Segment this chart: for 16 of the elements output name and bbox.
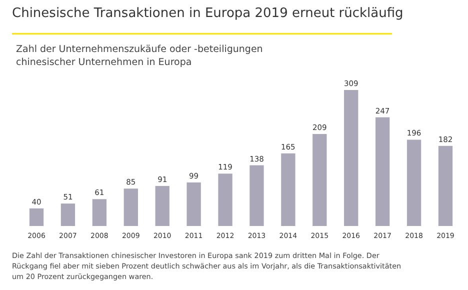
bar bbox=[438, 146, 453, 226]
bar bbox=[186, 182, 201, 226]
bar bbox=[406, 140, 422, 226]
bar bbox=[344, 90, 358, 226]
bar bbox=[250, 165, 264, 226]
bar bbox=[312, 134, 327, 226]
chart-subtitle: Zahl der Unternehmenszukäufe oder -beteiligungen chinesischer Unternehmen in Europa bbox=[16, 44, 263, 68]
bar bbox=[218, 174, 232, 226]
bar bbox=[60, 204, 76, 226]
chart-title: Chinesische Transaktionen in Europa 2019 erneut rückläufig bbox=[12, 6, 404, 21]
bar bbox=[124, 188, 138, 226]
bar bbox=[375, 117, 390, 226]
bar bbox=[155, 186, 170, 226]
bar bbox=[92, 199, 107, 226]
bar bbox=[29, 208, 44, 226]
bar bbox=[281, 153, 296, 226]
